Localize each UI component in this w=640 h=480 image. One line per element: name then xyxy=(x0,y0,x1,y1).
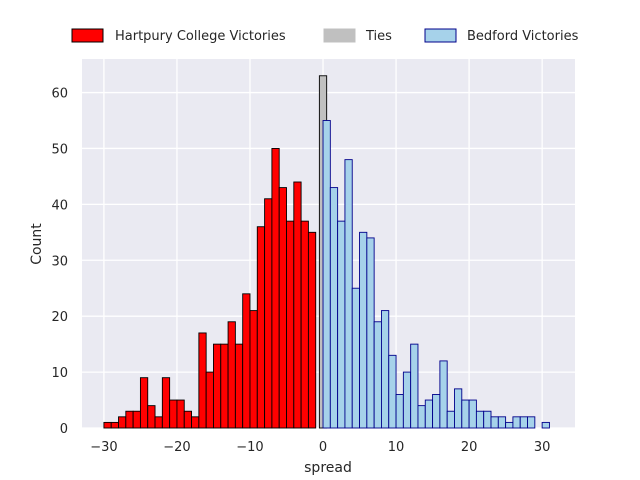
bar-hartpury xyxy=(139,377,149,429)
bar-bedford xyxy=(497,416,507,429)
y-axis-label: Count xyxy=(29,223,45,265)
bar-hartpury xyxy=(234,343,244,429)
bar-hartpury xyxy=(307,231,317,429)
bar-hartpury xyxy=(176,399,185,429)
x-tick-labels: −30 −20 −10 0 10 20 30 xyxy=(90,440,550,455)
bar-hartpury xyxy=(110,421,119,429)
bar-hartpury xyxy=(300,220,309,429)
legend-swatch-bedford xyxy=(424,28,457,43)
bar-hartpury xyxy=(213,343,222,429)
bar-bedford xyxy=(475,410,485,429)
bar-bedford xyxy=(505,421,514,429)
x-tick-label: −10 xyxy=(236,440,263,455)
bar-bedford xyxy=(439,360,448,429)
bar-bedford xyxy=(541,421,550,429)
bar-bedford xyxy=(461,399,470,429)
y-tick-label: 40 xyxy=(51,198,68,213)
x-tick-label: −30 xyxy=(90,440,117,455)
legend: Hartpury College Victories Ties Bedford … xyxy=(71,28,579,44)
bar-bedford xyxy=(512,416,521,429)
bar-hartpury xyxy=(191,416,200,429)
bar-hartpury xyxy=(249,310,258,429)
bar-hartpury xyxy=(103,421,112,429)
bar-hartpury xyxy=(278,187,287,429)
legend-label-ties: Ties xyxy=(365,29,392,44)
bar-hartpury xyxy=(118,416,127,429)
x-tick-label: −20 xyxy=(163,440,190,455)
bar-bedford xyxy=(432,394,441,429)
x-tick-label: 10 xyxy=(388,440,405,455)
y-tick-label: 10 xyxy=(51,366,68,381)
bar-bedford xyxy=(410,343,419,429)
x-axis-label: spread xyxy=(304,460,352,476)
bar-bedford xyxy=(395,394,404,429)
y-tick-label: 60 xyxy=(51,87,68,102)
legend-label-hartpury: Hartpury College Victories xyxy=(115,29,286,44)
bar-bedford xyxy=(468,399,477,429)
bar-bedford xyxy=(373,321,382,429)
y-tick-label: 30 xyxy=(51,254,68,269)
bar-bedford xyxy=(446,410,455,429)
bar-hartpury xyxy=(293,181,302,429)
bar-hartpury xyxy=(271,148,280,429)
bars-group xyxy=(103,75,550,429)
bar-bedford xyxy=(351,287,360,429)
bar-hartpury xyxy=(256,226,266,429)
bar-hartpury xyxy=(125,410,134,429)
bar-bedford xyxy=(388,354,397,429)
bar-hartpury xyxy=(183,410,193,429)
bar-bedford xyxy=(381,310,390,429)
bar-hartpury xyxy=(220,343,229,429)
bar-bedford xyxy=(483,410,492,429)
bar-hartpury xyxy=(132,410,141,429)
y-tick-label: 50 xyxy=(51,142,68,157)
bar-hartpury xyxy=(264,198,273,429)
bar-hartpury xyxy=(147,405,156,429)
y-tick-label: 20 xyxy=(51,310,68,325)
legend-swatch-hartpury xyxy=(71,28,104,43)
bar-bedford xyxy=(424,399,434,429)
bar-bedford xyxy=(344,159,353,429)
legend-label-bedford: Bedford Victories xyxy=(467,29,579,44)
bar-bedford xyxy=(366,237,375,429)
legend-swatch-ties xyxy=(323,28,356,43)
bar-hartpury xyxy=(161,377,171,429)
bar-hartpury xyxy=(286,220,295,429)
bar-hartpury xyxy=(242,293,251,429)
bar-hartpury xyxy=(198,332,207,429)
y-tick-label: 0 xyxy=(60,422,68,437)
x-tick-label: 20 xyxy=(461,440,478,455)
bar-bedford xyxy=(322,120,331,429)
bar-bedford xyxy=(454,388,463,429)
bar-hartpury xyxy=(227,321,236,429)
bar-bedford xyxy=(337,220,346,429)
bar-bedford xyxy=(417,405,426,429)
x-tick-label: 0 xyxy=(319,440,327,455)
bar-bedford xyxy=(329,187,339,429)
bar-hartpury xyxy=(169,399,178,429)
bar-bedford xyxy=(527,416,536,429)
bar-bedford xyxy=(359,231,368,429)
bar-bedford xyxy=(519,416,528,429)
bar-hartpury xyxy=(154,416,163,429)
x-tick-label: 30 xyxy=(534,440,551,455)
bar-bedford xyxy=(490,416,499,429)
bar-hartpury xyxy=(205,371,214,429)
y-tick-labels: 0 10 20 30 40 50 60 xyxy=(51,87,68,437)
bar-bedford xyxy=(402,371,412,429)
